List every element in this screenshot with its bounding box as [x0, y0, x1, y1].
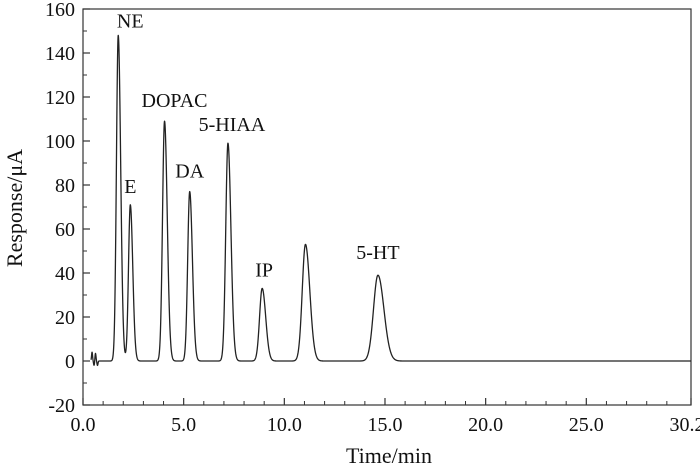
y-tick-label: 160 — [45, 0, 75, 21]
x-tick-label: 25.0 — [569, 414, 604, 436]
x-tick-label: 5.0 — [171, 414, 196, 436]
y-tick-label: 40 — [55, 263, 75, 285]
y-axis-title: Response/μA — [2, 149, 27, 267]
y-tick-label: 140 — [45, 43, 75, 65]
x-tick-label: 10.0 — [267, 414, 302, 436]
plot-frame — [82, 8, 692, 406]
x-axis-title: Time/min — [346, 443, 432, 468]
peak-labels: NE E DOPAC DA 5-HIAA IP 5-HT — [117, 10, 400, 281]
peak-label-ne: NE — [117, 10, 144, 32]
signal-line — [90, 34, 692, 367]
y-tick-label: 120 — [45, 87, 75, 109]
y-tick-label: -20 — [48, 395, 75, 417]
peak-label-5-ht: 5-HT — [356, 242, 399, 264]
peak-label-5-hiaa: 5-HIAA — [199, 114, 266, 136]
x-tick-label: 0.0 — [71, 414, 96, 436]
peak-label-ip: IP — [255, 259, 273, 281]
x-tick-label: 30.2 — [670, 414, 700, 436]
peak-label-dopac: DOPAC — [142, 90, 208, 112]
x-tick-label: 20.0 — [468, 414, 503, 436]
peak-label-e: E — [124, 176, 136, 198]
axes: 0.0 5.0 10.0 15.0 20.0 25.0 30.2 -20 0 20 40 60 80 10… — [45, 0, 700, 436]
peak-label-da: DA — [175, 161, 204, 183]
y-tick-label: 0 — [65, 351, 75, 373]
x-tick-label: 15.0 — [367, 414, 402, 436]
y-tick-label: 80 — [55, 175, 75, 197]
y-tick-label: 60 — [55, 219, 75, 241]
plot-area — [90, 34, 692, 367]
y-tick-label: 20 — [55, 307, 75, 329]
y-tick-label: 100 — [45, 131, 75, 153]
